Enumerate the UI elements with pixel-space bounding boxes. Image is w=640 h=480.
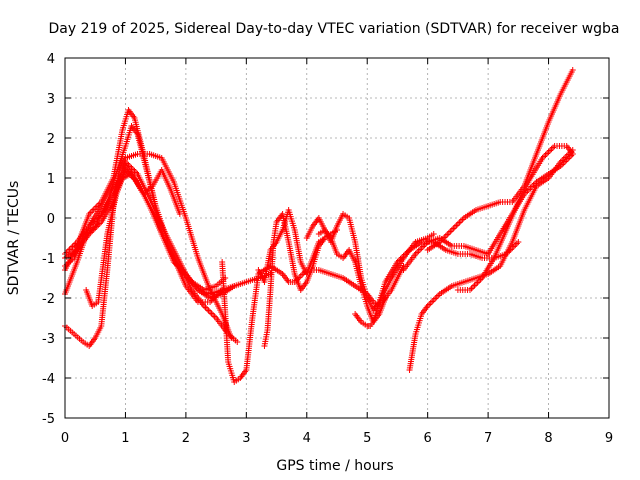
data-points bbox=[62, 67, 576, 385]
data-point bbox=[207, 309, 214, 315]
data-point bbox=[202, 304, 209, 311]
data-point bbox=[204, 306, 211, 312]
data-point bbox=[176, 211, 183, 217]
data-point bbox=[205, 307, 212, 314]
data-point bbox=[211, 313, 218, 320]
data-point bbox=[208, 310, 215, 317]
data-point bbox=[234, 339, 241, 345]
grid bbox=[64, 57, 610, 419]
data-point bbox=[267, 271, 274, 277]
data-point bbox=[210, 312, 217, 318]
